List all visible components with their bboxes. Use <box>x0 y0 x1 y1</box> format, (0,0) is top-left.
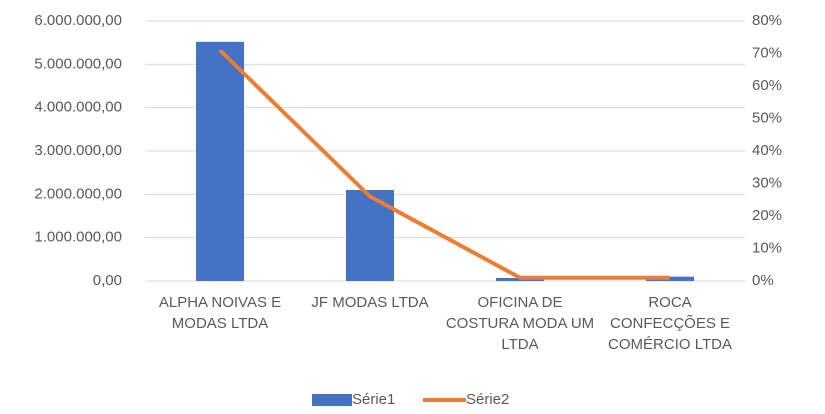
y2-tick-label: 30% <box>752 174 782 191</box>
y-tick-label: 6.000.000,00 <box>34 12 122 29</box>
x-tick-label: ROCA CONFECÇÕES E COMÉRCIO LTDA <box>608 294 732 353</box>
y2-tick-label: 80% <box>752 12 782 29</box>
y-tick-label: 0,00 <box>93 272 122 289</box>
y2-tick-label: 10% <box>752 239 782 256</box>
y2-tick-label: 70% <box>752 44 782 61</box>
y2-tick-label: 50% <box>752 109 782 126</box>
legend-label: Série2 <box>466 391 509 408</box>
y2-tick-label: 60% <box>752 77 782 94</box>
y2-tick-label: 20% <box>752 207 782 224</box>
y-tick-label: 5.000.000,00 <box>34 55 122 72</box>
y2-tick-label: 0% <box>752 272 774 289</box>
line <box>218 48 670 280</box>
legend-label: Série1 <box>352 391 395 408</box>
y-tick-label: 1.000.000,00 <box>34 229 122 246</box>
y2-tick-label: 40% <box>752 142 782 159</box>
x-tick-label: JF MODAS LTDA <box>311 294 429 311</box>
legend-swatch <box>312 394 352 406</box>
y-tick-label: 3.000.000,00 <box>34 142 122 159</box>
y-tick-label: 4.000.000,00 <box>34 99 122 116</box>
bar <box>196 41 244 281</box>
x-tick-label: ALPHA NOIVAS E MODAS LTDA <box>158 294 282 332</box>
y-tick-label: 2.000.000,00 <box>34 185 122 202</box>
x-tick-label: OFICINA DE COSTURA MODA UM LTDA <box>445 294 595 353</box>
